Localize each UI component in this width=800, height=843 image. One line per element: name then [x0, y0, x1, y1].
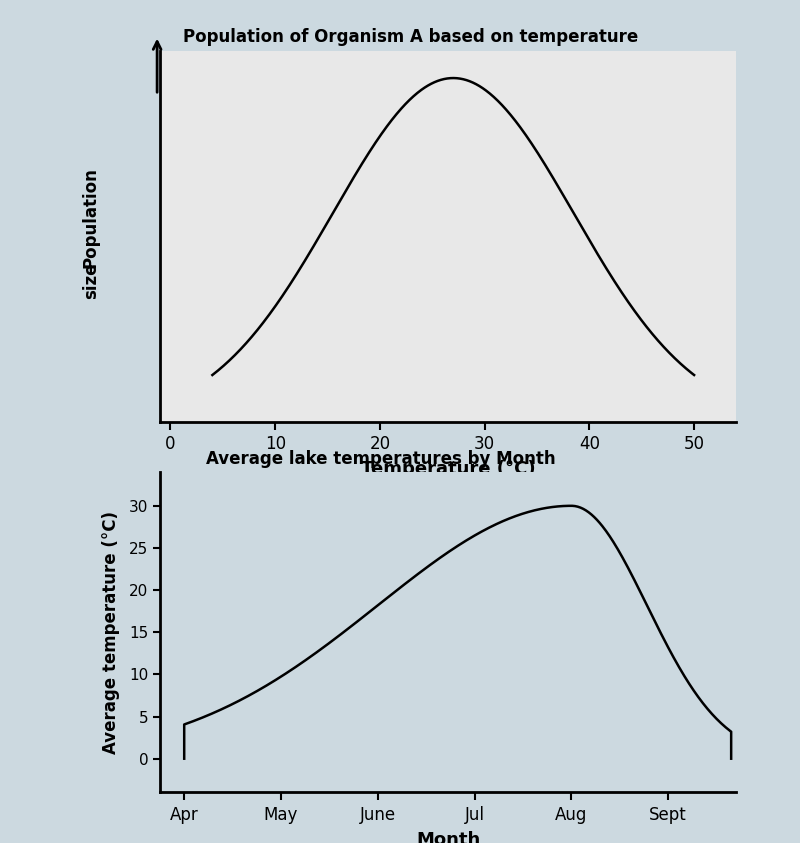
Text: Population of Organism A based on temperature: Population of Organism A based on temper… [183, 29, 638, 46]
Y-axis label: Average temperature (°C): Average temperature (°C) [102, 511, 121, 754]
Text: Average lake temperatures by Month: Average lake temperatures by Month [206, 450, 556, 468]
X-axis label: Temperature (°C): Temperature (°C) [361, 459, 535, 478]
X-axis label: Month: Month [416, 830, 480, 843]
Text: Population: Population [82, 167, 100, 268]
Text: size: size [82, 262, 100, 298]
